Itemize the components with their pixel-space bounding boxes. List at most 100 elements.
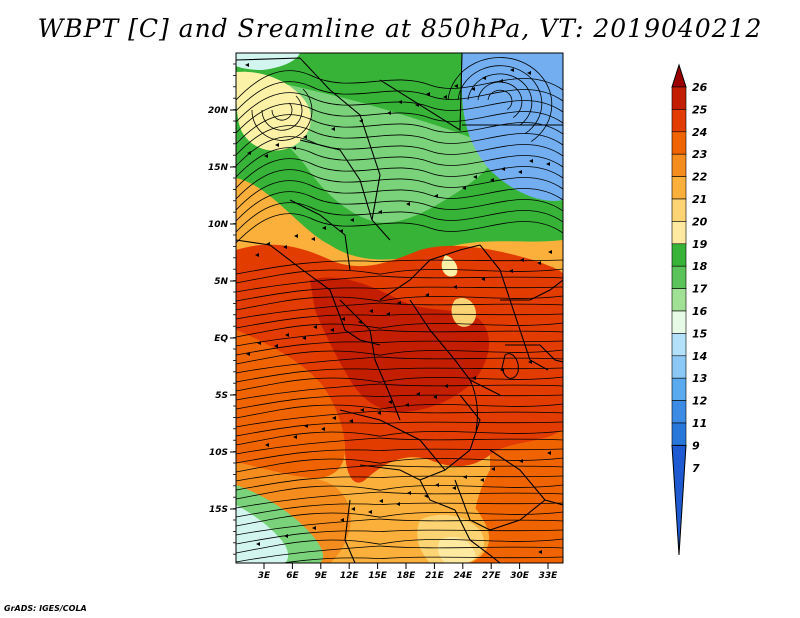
streamline-arrow bbox=[527, 71, 531, 75]
streamline bbox=[261, 95, 303, 131]
country-border bbox=[339, 409, 446, 471]
streamline-arrow bbox=[331, 127, 335, 131]
lon-tick-label: 6E bbox=[286, 571, 299, 581]
streamline bbox=[236, 202, 563, 233]
streamline-arrow bbox=[433, 395, 437, 399]
streamline bbox=[236, 464, 563, 482]
country-borders bbox=[236, 53, 563, 563]
streamline bbox=[467, 73, 533, 126]
lon-tick-label: 15E bbox=[368, 571, 388, 581]
streamline bbox=[236, 103, 563, 134]
streamline bbox=[236, 169, 563, 200]
country-border bbox=[289, 199, 351, 271]
country-border bbox=[500, 279, 563, 301]
map-frame bbox=[235, 52, 564, 564]
streamline bbox=[236, 213, 563, 244]
streamline-arrow bbox=[406, 202, 410, 206]
streamline bbox=[236, 457, 563, 473]
colorbar: 26 25 24 23 22 21 20 19 18 17 16 15 14 13 12 11 9 7 bbox=[671, 63, 708, 556]
country-border bbox=[505, 344, 563, 363]
latitude-axis: 20N 15N 10N 5N EQ 5S 10S 15S bbox=[208, 63, 236, 555]
streamline-arrow bbox=[490, 178, 494, 182]
lat-tick-label: 5N bbox=[214, 277, 228, 287]
streamline bbox=[236, 275, 563, 293]
country-border bbox=[344, 499, 356, 563]
country-border bbox=[479, 244, 549, 371]
country-border bbox=[419, 394, 481, 481]
lon-tick-label: 3E bbox=[258, 571, 271, 581]
streamline bbox=[447, 57, 553, 142]
wbpt-region-25 bbox=[310, 277, 490, 413]
streamline-arrow bbox=[265, 443, 269, 447]
colorbar-box bbox=[671, 176, 687, 200]
streamline-arrow bbox=[509, 269, 513, 273]
streamline bbox=[236, 484, 563, 500]
streamline-arrow bbox=[547, 451, 551, 455]
streamline-arrow bbox=[360, 408, 364, 412]
colorbar-box bbox=[671, 153, 687, 177]
lat-tick-label: 15N bbox=[208, 163, 229, 173]
streamline bbox=[236, 191, 563, 222]
streamline bbox=[251, 88, 313, 141]
colorbar-label: 11 bbox=[692, 417, 707, 430]
streamline bbox=[236, 430, 563, 446]
streamline-arrow bbox=[462, 186, 466, 190]
streamline-arrow bbox=[247, 151, 251, 155]
streamline-arrow bbox=[264, 154, 268, 158]
streamline-arrow bbox=[322, 226, 326, 230]
colorbar-label: 12 bbox=[692, 395, 708, 408]
lat-tick-label: 15S bbox=[209, 505, 228, 515]
wbpt-region-19 bbox=[437, 536, 476, 563]
streamline-arrow bbox=[473, 175, 477, 179]
streamline-arrow bbox=[332, 416, 336, 420]
wbpt-region-23 bbox=[470, 430, 563, 563]
streamline-arrow bbox=[546, 162, 550, 166]
streamline-arrow bbox=[501, 167, 505, 171]
country-border bbox=[409, 299, 501, 396]
lon-tick-label: 33E bbox=[539, 571, 559, 581]
colorbar-box bbox=[671, 310, 687, 334]
wbpt-region-15 bbox=[236, 505, 289, 563]
streamline-arrow bbox=[313, 325, 317, 329]
streamline-arrow bbox=[351, 507, 355, 511]
streamline-arrow bbox=[340, 518, 344, 522]
streamline-arrow bbox=[435, 483, 439, 487]
colorbar-box bbox=[671, 131, 687, 155]
colorbar-box bbox=[671, 243, 687, 267]
colorbar-top-arrow bbox=[671, 63, 687, 88]
colorbar-box bbox=[671, 422, 687, 446]
longitude-axis: 3E 6E 9E 12E 15E 18E 21E 24E 27E 30E 33E bbox=[258, 563, 558, 581]
streamline-arrow bbox=[350, 218, 354, 222]
streamline-arrow bbox=[548, 250, 552, 254]
streamline-arrow bbox=[453, 285, 457, 289]
colorbar-label: 13 bbox=[692, 372, 708, 385]
wbpt-region-15 bbox=[236, 53, 300, 70]
streamline-arrow bbox=[256, 542, 260, 546]
streamline-arrow bbox=[274, 344, 278, 348]
lon-tick-label: 12E bbox=[340, 571, 360, 581]
colorbar-label: 16 bbox=[692, 305, 708, 318]
streamline bbox=[236, 136, 563, 167]
colorbar-box bbox=[671, 265, 687, 289]
streamline-arrow bbox=[434, 194, 438, 198]
country-border bbox=[359, 464, 456, 511]
lon-tick-label: 21E bbox=[425, 571, 445, 581]
streamline-arrow bbox=[377, 411, 381, 415]
streamline bbox=[271, 102, 293, 121]
streamline-arrow bbox=[388, 400, 392, 404]
streamline-arrow bbox=[519, 459, 523, 463]
streamline-arrow bbox=[426, 92, 430, 96]
colorbar-label: 19 bbox=[692, 238, 708, 251]
streamline bbox=[236, 367, 563, 383]
streamline-arrow bbox=[302, 336, 306, 340]
streamline bbox=[236, 259, 563, 275]
streamline bbox=[236, 529, 563, 545]
streamline-arrow bbox=[387, 111, 391, 115]
wbpt-region-18 bbox=[236, 71, 311, 151]
streamline bbox=[236, 518, 563, 536]
streamline bbox=[236, 147, 563, 178]
streamline-arrow bbox=[454, 84, 458, 88]
streamline bbox=[236, 313, 563, 329]
streamline bbox=[236, 475, 563, 491]
streamline-arrow bbox=[444, 384, 448, 388]
